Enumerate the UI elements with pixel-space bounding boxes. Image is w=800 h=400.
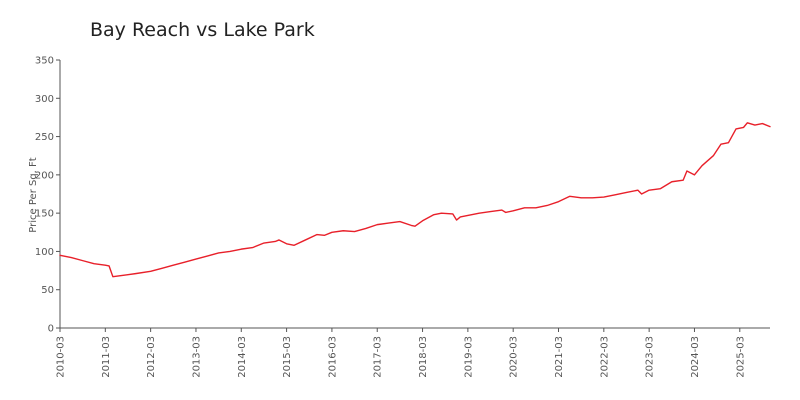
- x-tick-label: 2023-03: [645, 336, 656, 378]
- x-tick-label: 2010-03: [56, 336, 67, 378]
- y-tick-label: 350: [35, 56, 54, 67]
- x-tick-label: 2014-03: [237, 336, 248, 378]
- series-layer: [59, 122, 771, 278]
- x-tick-label: 2015-03: [282, 336, 293, 378]
- series-line-0: [59, 122, 771, 278]
- y-tick-label: 150: [35, 209, 54, 220]
- x-tick-label: 2017-03: [373, 336, 384, 378]
- x-tick-label: 2012-03: [146, 336, 157, 378]
- x-tick-label: 2021-03: [554, 336, 565, 378]
- x-tick-label: 2024-03: [690, 336, 701, 378]
- x-axis-ticks: 2010-03 2011-03 2012-03 2013-03 2014-03 2015-…: [56, 328, 746, 378]
- x-tick-label: 2011-03: [101, 336, 112, 378]
- x-tick-label: 2020-03: [509, 336, 520, 378]
- x-tick-label: 2018-03: [418, 336, 429, 378]
- y-tick-label: 200: [35, 170, 54, 181]
- y-axis-label: Price Per Sq. Ft: [28, 157, 39, 232]
- y-tick-label: 100: [35, 247, 54, 258]
- y-tick-label: 250: [35, 132, 54, 143]
- y-tick-label: 50: [41, 285, 54, 296]
- y-tick-label: 300: [35, 94, 54, 105]
- x-tick-label: 2013-03: [191, 336, 202, 378]
- x-tick-label: 2025-03: [735, 336, 746, 378]
- x-tick-label: 2019-03: [463, 336, 474, 378]
- x-tick-label: 2016-03: [327, 336, 338, 378]
- x-tick-label: 2022-03: [599, 336, 610, 378]
- y-tick-label: 0: [48, 324, 54, 335]
- y-axis-ticks: 0 50 100 150 200 250 300 350: [35, 56, 60, 335]
- chart-title: Bay Reach vs Lake Park: [90, 19, 315, 41]
